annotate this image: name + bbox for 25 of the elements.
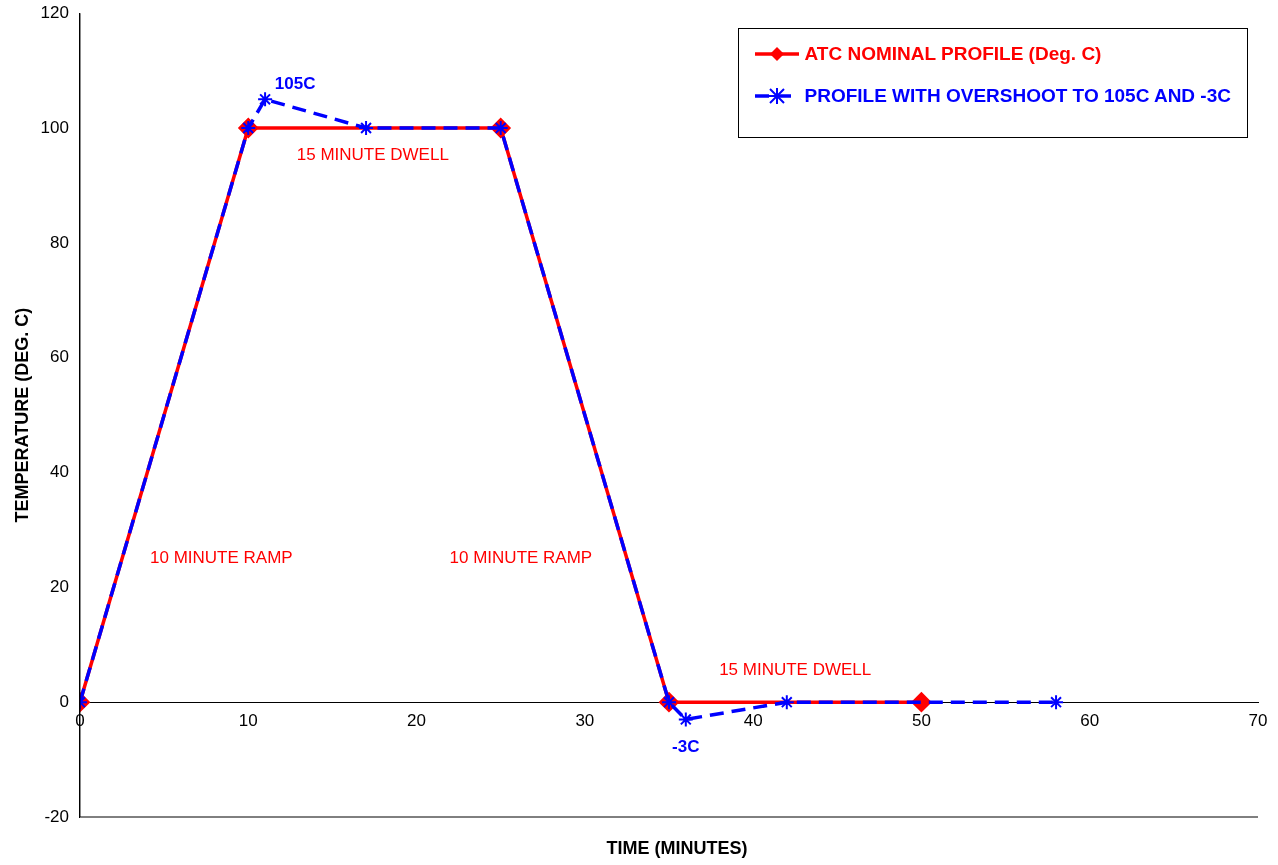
x-tick-label: 40 — [743, 711, 763, 731]
x-tick-label: 50 — [911, 711, 931, 731]
y-axis-title: TEMPERATURE (DEG. C) — [11, 307, 32, 523]
annotation: 10 MINUTE RAMP — [449, 548, 593, 568]
y-tick-label: 80 — [50, 232, 69, 252]
y-tick-label: 60 — [50, 347, 69, 367]
annotation: 15 MINUTE DWELL — [719, 660, 872, 680]
y-tick-label: -20 — [44, 806, 69, 826]
x-tick-label: 70 — [1248, 711, 1268, 731]
x-tick-label: 20 — [407, 711, 427, 731]
x-tick-label: 10 — [238, 711, 258, 731]
y-tick-label: 100 — [40, 117, 69, 137]
y-tick-label: 40 — [50, 462, 69, 482]
annotation: -3C — [672, 737, 700, 757]
x-tick-label: 60 — [1080, 711, 1100, 731]
annotation: 105C — [274, 74, 316, 94]
y-tick-label: 120 — [40, 2, 69, 22]
y-tick-label: 20 — [50, 577, 69, 597]
legend-label: PROFILE WITH OVERSHOOT TO 105C AND -3C — [804, 85, 1231, 107]
x-axis-title: TIME (MINUTES) — [605, 838, 749, 859]
y-tick-label: 0 — [59, 691, 69, 711]
x-tick-label: 30 — [575, 711, 595, 731]
annotation: 15 MINUTE DWELL — [296, 144, 449, 164]
annotation: 10 MINUTE RAMP — [150, 548, 293, 568]
legend-label: ATC NOMINAL PROFILE (Deg. C) — [804, 43, 1102, 65]
